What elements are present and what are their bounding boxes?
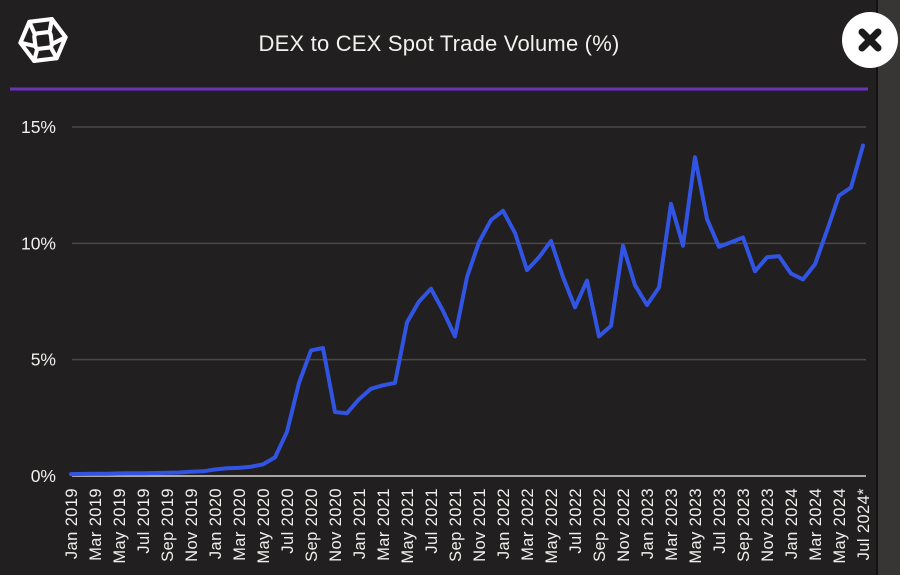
close-button[interactable] <box>842 12 898 68</box>
y-axis-label-5%: 5% <box>31 350 56 370</box>
x-axis-label: May 2020 <box>255 488 273 564</box>
x-axis-label: Jan 2023 <box>639 488 657 559</box>
x-axis-label: May 2023 <box>687 488 705 564</box>
x-axis-label: Jul 2024* <box>855 488 873 561</box>
dex-cex-line-series <box>69 143 865 477</box>
x-axis-label: Nov 2019 <box>183 488 201 562</box>
y-axis-label-15%: 15% <box>21 117 56 137</box>
header: DEX to CEX Spot Trade Volume (%) <box>0 0 898 88</box>
x-axis-label: Mar 2021 <box>375 488 393 561</box>
x-axis-label: May 2022 <box>543 488 561 564</box>
close-icon <box>858 28 882 52</box>
side-strip-edge <box>876 0 878 575</box>
x-axis-label: Jul 2020 <box>279 488 297 554</box>
the-block-logo <box>18 17 68 63</box>
x-axis-label: Jan 2021 <box>351 488 369 559</box>
x-axis-label: Jan 2019 <box>63 488 81 559</box>
x-axis-label: Jan 2020 <box>207 488 225 559</box>
purple-divider <box>10 87 868 91</box>
x-axis-label: Mar 2024 <box>807 488 825 561</box>
x-axis-label: May 2019 <box>111 488 129 564</box>
x-axis-label: Nov 2023 <box>759 488 777 562</box>
page-background-strip <box>878 0 900 575</box>
x-axis-label: Mar 2020 <box>231 488 249 561</box>
x-axis-label: Sep 2020 <box>303 488 321 562</box>
chart-title: DEX to CEX Spot Trade Volume (%) <box>258 31 620 56</box>
x-axis-label: May 2024 <box>831 488 849 564</box>
y-axis-label-10%: 10% <box>21 233 56 253</box>
x-axis-label: Mar 2023 <box>663 488 681 561</box>
y-axis-label-0%: 0% <box>31 466 56 486</box>
x-axis-label: Nov 2022 <box>615 488 633 562</box>
x-axis-label: Mar 2022 <box>519 488 537 561</box>
x-axis-label: May 2021 <box>399 488 417 564</box>
x-axis-label: Sep 2021 <box>447 488 465 562</box>
x-axis-label: Nov 2020 <box>327 488 345 562</box>
x-axis-label: Jul 2019 <box>135 488 153 554</box>
x-axis-label: Jul 2023 <box>711 488 729 554</box>
x-axis-label: Jul 2022 <box>567 488 585 554</box>
x-axis-label: Sep 2023 <box>735 488 753 562</box>
x-axis-label: Jan 2022 <box>495 488 513 559</box>
x-axis-label: Sep 2022 <box>591 488 609 562</box>
x-axis-label: Jan 2024 <box>783 488 801 559</box>
x-axis-label: Sep 2019 <box>159 488 177 562</box>
x-axis-label: Jul 2021 <box>423 488 441 554</box>
x-axis-label: Mar 2019 <box>87 488 105 561</box>
x-axis-label: Nov 2021 <box>471 488 489 562</box>
